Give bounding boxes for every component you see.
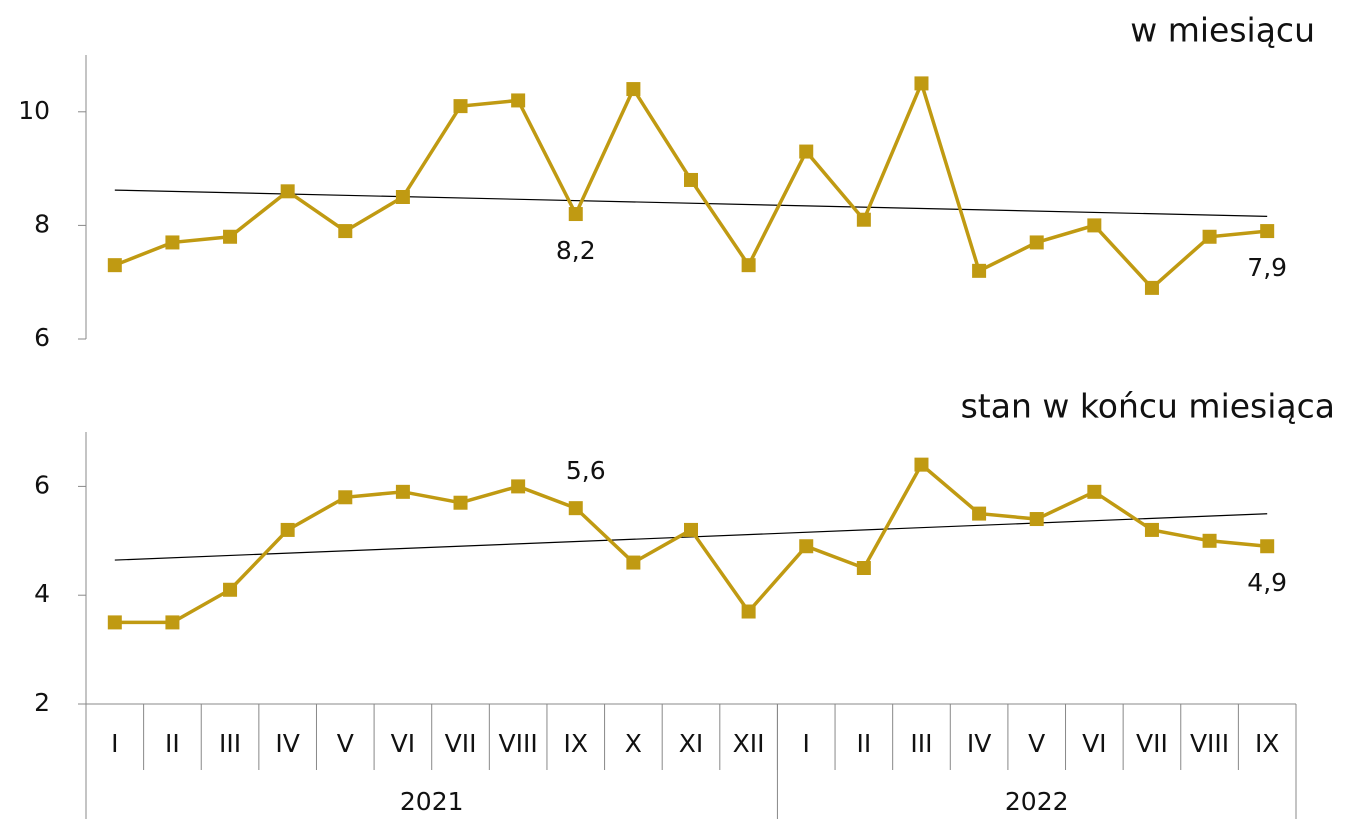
marker	[972, 506, 987, 521]
marker	[1029, 512, 1044, 527]
marker	[626, 82, 641, 97]
marker	[107, 615, 122, 630]
y-tick-label: 2	[34, 688, 50, 717]
x-tick-label: VI	[1082, 729, 1106, 758]
x-tick-label: I	[803, 729, 810, 758]
marker	[914, 457, 929, 472]
marker	[511, 93, 526, 108]
x-tick-label: IV	[967, 729, 991, 758]
marker	[568, 207, 583, 222]
data-label: 4,9	[1247, 568, 1287, 597]
x-tick-label: XII	[733, 729, 765, 758]
marker	[1202, 229, 1217, 244]
marker	[165, 235, 180, 250]
x-tick-label: III	[219, 729, 241, 758]
marker	[741, 604, 756, 619]
marker	[799, 144, 814, 159]
x-tick-label: II	[856, 729, 871, 758]
marker	[223, 229, 238, 244]
x-tick-label: VI	[391, 729, 415, 758]
data-label: 7,9	[1247, 253, 1287, 282]
marker	[1202, 533, 1217, 548]
x-tick-label: V	[1028, 729, 1045, 758]
marker	[280, 184, 295, 199]
marker	[1260, 224, 1275, 239]
marker	[395, 484, 410, 499]
marker	[338, 224, 353, 239]
marker	[1087, 484, 1102, 499]
group-label: 2022	[1005, 787, 1069, 816]
marker	[223, 582, 238, 597]
chart-title: stan w końcu miesiąca	[961, 387, 1335, 426]
marker	[511, 479, 526, 494]
data-label: 5,6	[566, 456, 606, 485]
trend-line	[114, 189, 1268, 217]
marker	[626, 555, 641, 570]
marker	[1144, 280, 1159, 295]
marker	[1260, 539, 1275, 554]
marker	[1029, 235, 1044, 250]
marker	[338, 490, 353, 505]
marker	[395, 190, 410, 204]
marker	[799, 539, 814, 554]
x-tick-label: V	[337, 729, 354, 758]
marker	[280, 522, 295, 537]
x-tick-label: VII	[1136, 729, 1168, 758]
y-tick-label: 6	[34, 470, 50, 499]
x-tick-label: IX	[1255, 729, 1280, 758]
y-tick-label: 6	[34, 323, 50, 352]
x-tick-label: II	[165, 729, 180, 758]
y-tick-label: 8	[34, 209, 50, 238]
x-tick-label: VIII	[499, 729, 538, 758]
marker	[741, 258, 756, 273]
x-tick-label: IX	[564, 729, 589, 758]
marker	[972, 263, 987, 278]
x-tick-label: VIII	[1190, 729, 1229, 758]
x-tick-label: I	[111, 729, 118, 758]
marker	[568, 501, 583, 516]
marker	[453, 495, 468, 510]
marker	[856, 212, 871, 227]
x-tick-label: IV	[275, 729, 299, 758]
marker	[1087, 218, 1102, 233]
x-tick-label: XI	[679, 729, 704, 758]
marker	[1144, 522, 1159, 537]
x-tick-label: VII	[445, 729, 477, 758]
data-label: 8,2	[556, 236, 596, 265]
marker	[684, 172, 698, 187]
marker	[165, 615, 180, 630]
x-tick-label: X	[625, 729, 642, 758]
y-tick-label: 4	[34, 579, 50, 608]
marker	[914, 76, 929, 91]
marker	[107, 258, 122, 273]
marker	[453, 99, 468, 114]
marker	[856, 561, 871, 575]
chart-title: w miesiącu	[1130, 11, 1315, 50]
group-label: 2021	[400, 787, 464, 816]
y-tick-label: 10	[18, 96, 50, 125]
marker	[684, 522, 698, 537]
x-tick-label: III	[910, 729, 932, 758]
